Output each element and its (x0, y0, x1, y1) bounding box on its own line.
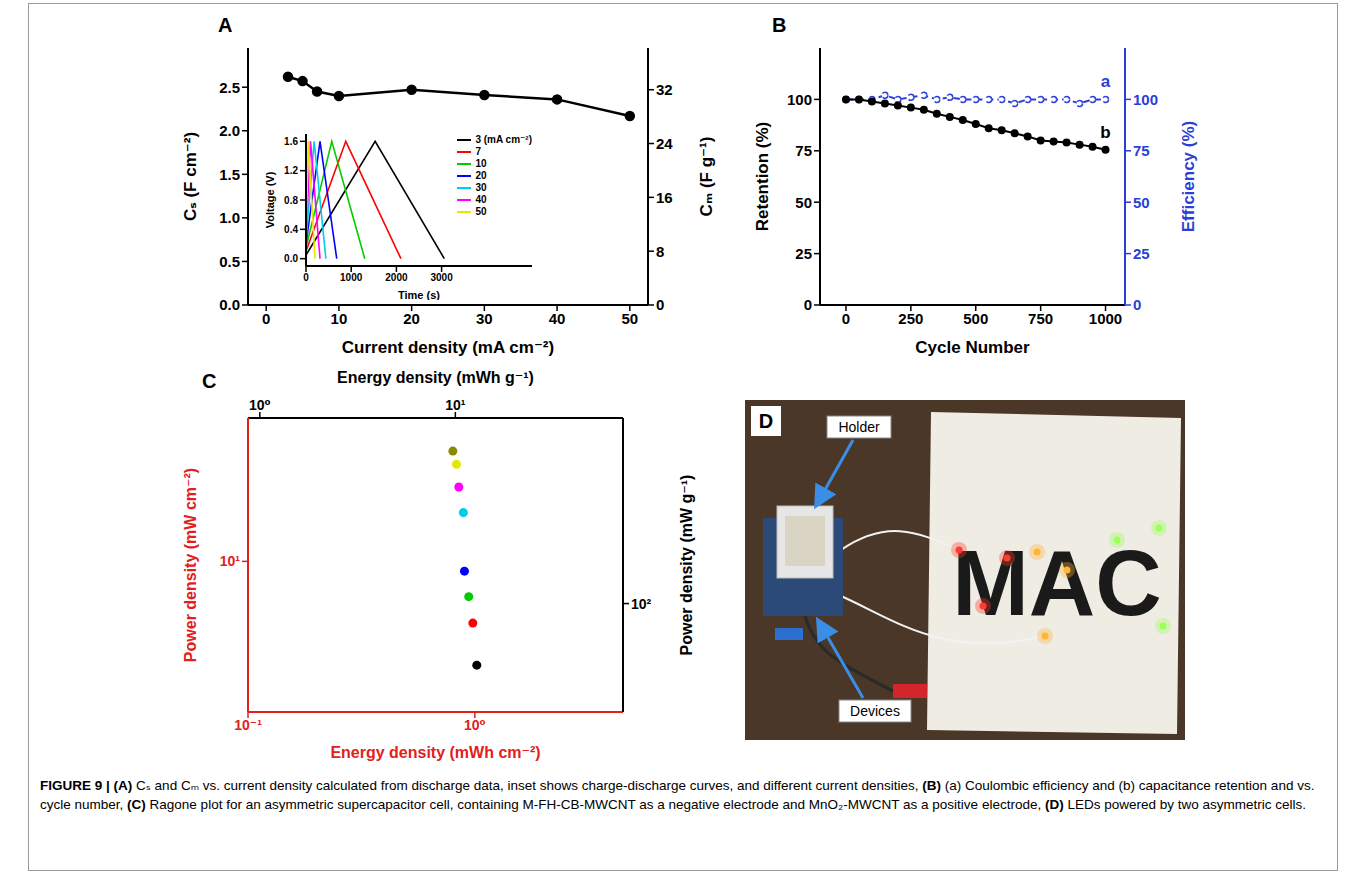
svg-text:32: 32 (656, 81, 673, 98)
svg-text:750: 750 (1028, 310, 1053, 327)
svg-text:50: 50 (1133, 194, 1150, 211)
svg-text:25: 25 (1133, 245, 1150, 262)
svg-text:10: 10 (331, 310, 348, 327)
svg-text:1.6: 1.6 (284, 136, 298, 147)
html-text:40: 40 (475, 194, 487, 205)
svg-text:Power density (mW cm⁻²): Power density (mW cm⁻²) (182, 468, 199, 662)
svg-text:MAC: MAC (952, 532, 1162, 634)
svg-text:1000: 1000 (1089, 310, 1122, 327)
svg-text:16: 16 (656, 189, 673, 206)
svg-text:Power density (mW g⁻¹): Power density (mW g⁻¹) (678, 475, 695, 656)
svg-text:0: 0 (804, 296, 812, 313)
html-text:FIGURE 9 | (A) Cₛ and Cₘ vs. c: FIGURE 9 | (A) Cₛ and Cₘ vs. current den… (40, 778, 1315, 812)
svg-text:10⁻¹: 10⁻¹ (234, 717, 262, 733)
svg-text:b: b (1100, 123, 1110, 142)
svg-text:0: 0 (1133, 296, 1141, 313)
html-text:7: 7 (475, 146, 481, 157)
svg-text:a: a (1101, 72, 1111, 91)
svg-text:20: 20 (403, 310, 420, 327)
svg-text:24: 24 (656, 135, 673, 152)
svg-text:0.4: 0.4 (284, 224, 298, 235)
svg-text:0: 0 (303, 272, 309, 283)
svg-text:Energy density (mWh g⁻¹): Energy density (mWh g⁻¹) (337, 369, 534, 386)
svg-text:1000: 1000 (340, 272, 363, 283)
svg-text:10⁰: 10⁰ (464, 717, 486, 733)
svg-text:Devices: Devices (850, 703, 900, 719)
html-text:10: 10 (475, 158, 487, 169)
svg-text:Cₘ (F g⁻¹): Cₘ (F g⁻¹) (697, 137, 716, 217)
svg-text:0.0: 0.0 (219, 296, 240, 313)
svg-text:40: 40 (549, 310, 566, 327)
svg-text:0: 0 (262, 310, 270, 327)
svg-text:Energy density (mWh cm⁻²): Energy density (mWh cm⁻²) (330, 744, 540, 761)
svg-text:1.5: 1.5 (219, 166, 240, 183)
svg-text:10¹: 10¹ (220, 553, 241, 569)
html-text:3 (mA cm⁻²): 3 (mA cm⁻²) (475, 134, 532, 145)
svg-text:8: 8 (656, 243, 664, 260)
html-text:20: 20 (475, 170, 487, 181)
html-text:A: A (218, 14, 233, 36)
html-text:B: B (772, 14, 787, 36)
svg-text:75: 75 (795, 142, 812, 159)
svg-text:1.2: 1.2 (284, 165, 298, 176)
svg-text:10¹: 10¹ (445, 397, 466, 413)
html-text:50: 50 (475, 206, 487, 217)
svg-text:Current density (mA cm⁻²): Current density (mA cm⁻²) (342, 338, 554, 357)
svg-text:Cₛ (F cm⁻²): Cₛ (F cm⁻²) (181, 132, 200, 221)
svg-text:0.8: 0.8 (284, 195, 298, 206)
svg-text:2.5: 2.5 (219, 79, 240, 96)
svg-text:1.0: 1.0 (219, 209, 240, 226)
svg-text:25: 25 (795, 245, 812, 262)
html-text:30: 30 (475, 182, 487, 193)
svg-text:0.0: 0.0 (284, 253, 298, 264)
svg-text:0.5: 0.5 (219, 253, 240, 270)
svg-text:Time (s): Time (s) (398, 289, 440, 300)
svg-text:2000: 2000 (385, 272, 408, 283)
svg-text:Holder: Holder (838, 419, 880, 435)
svg-text:100: 100 (1133, 91, 1158, 108)
svg-text:10²: 10² (631, 596, 652, 612)
svg-text:0: 0 (842, 310, 850, 327)
svg-text:50: 50 (621, 310, 638, 327)
svg-text:30: 30 (476, 310, 493, 327)
svg-text:100: 100 (787, 91, 812, 108)
svg-text:Voltage (V): Voltage (V) (264, 171, 276, 228)
svg-text:10⁰: 10⁰ (249, 397, 271, 413)
svg-text:500: 500 (963, 310, 988, 327)
svg-text:3000: 3000 (430, 272, 453, 283)
svg-text:Efficiency (%): Efficiency (%) (1179, 121, 1198, 232)
svg-text:0: 0 (656, 296, 664, 313)
html-text:C: C (202, 370, 217, 392)
svg-text:Cycle Number: Cycle Number (915, 338, 1030, 357)
svg-text:75: 75 (1133, 142, 1150, 159)
svg-text:D: D (759, 410, 773, 432)
svg-text:2.0: 2.0 (219, 122, 240, 139)
svg-text:Retention (%): Retention (%) (753, 122, 772, 232)
svg-text:250: 250 (898, 310, 923, 327)
svg-text:50: 50 (795, 194, 812, 211)
